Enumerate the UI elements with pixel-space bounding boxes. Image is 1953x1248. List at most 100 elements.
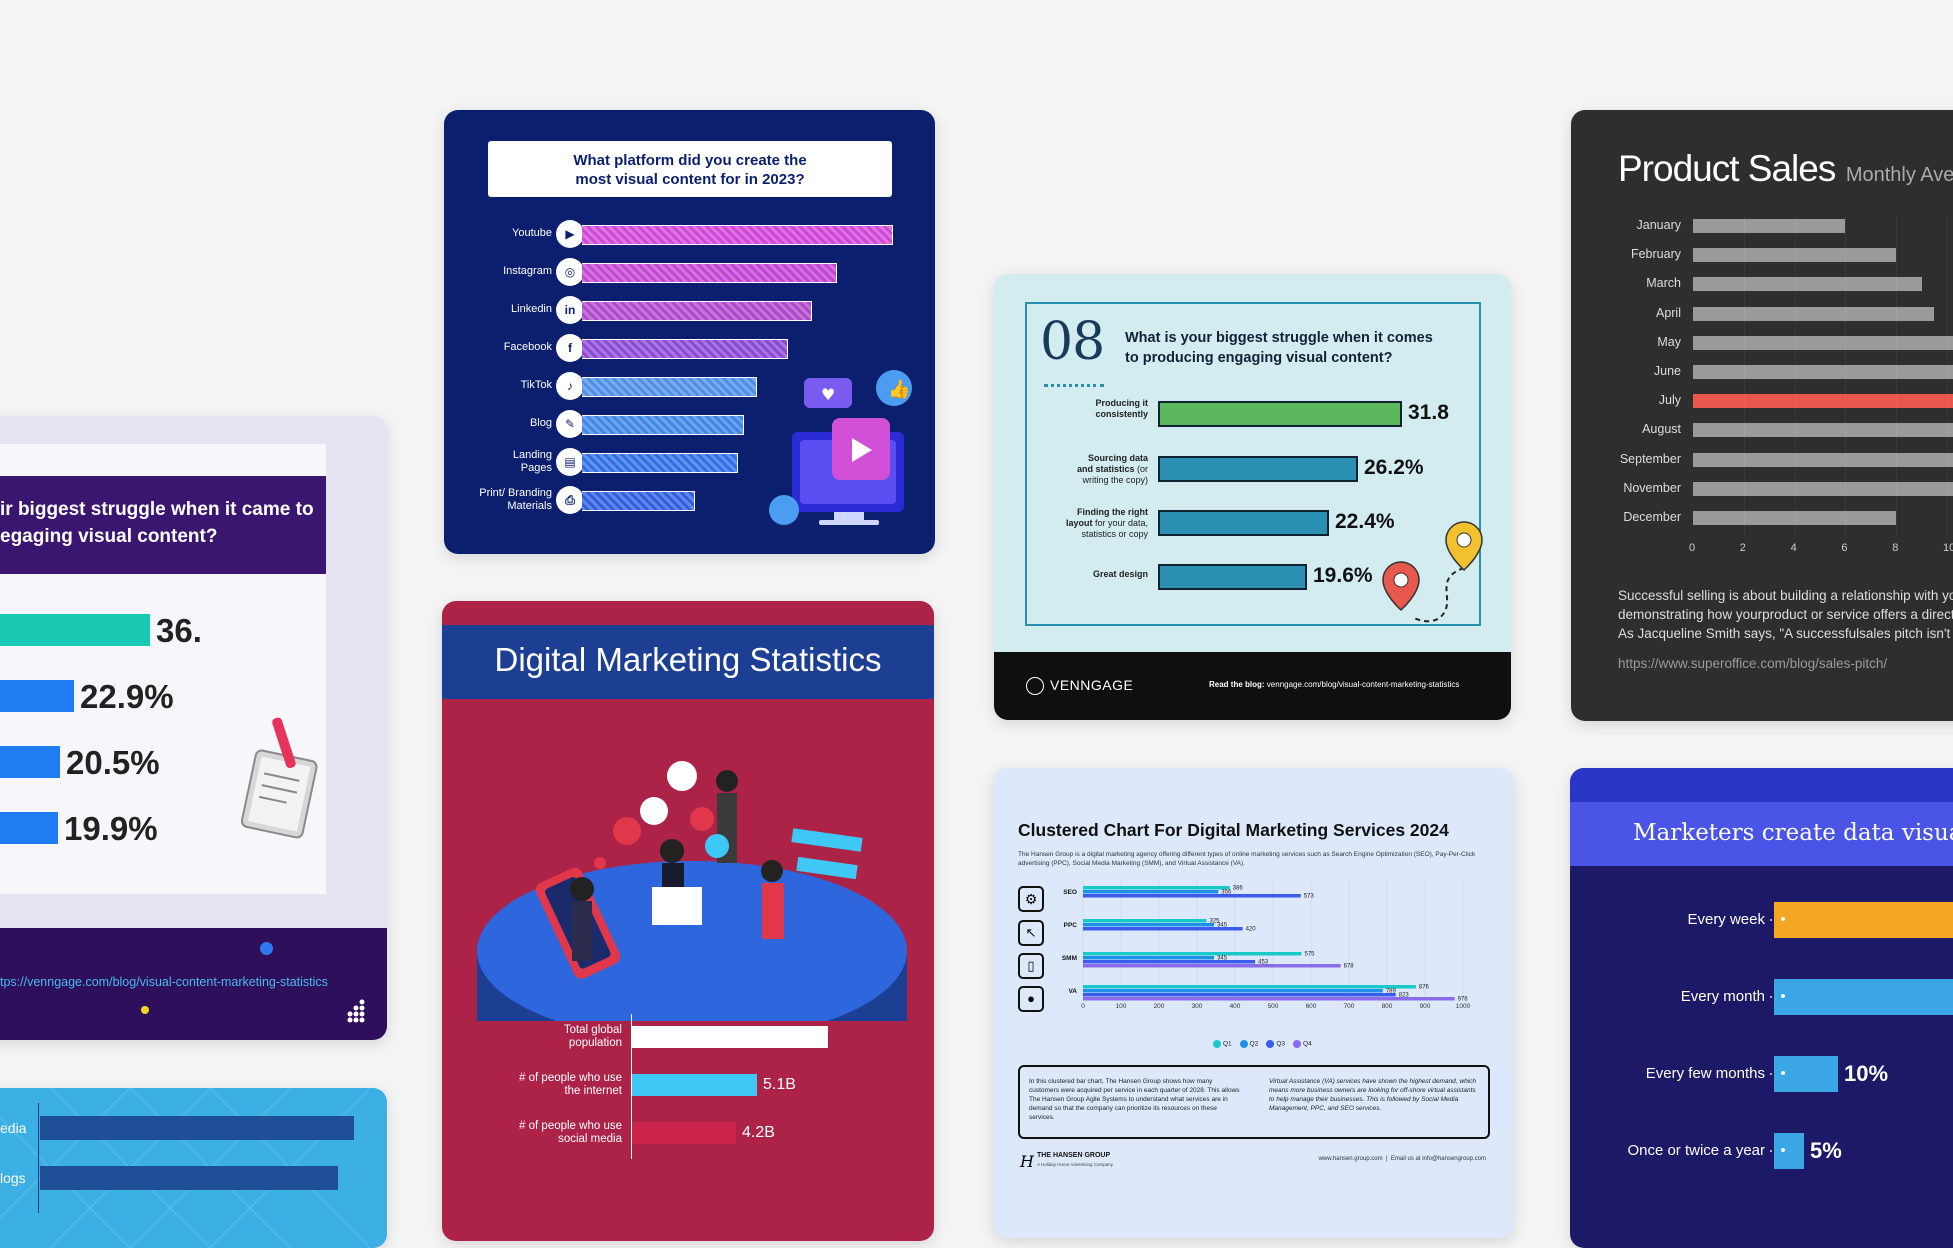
cluster-bar: [1083, 927, 1243, 931]
infographic-card-struggle-08[interactable]: 08 What is your biggest struggle when it…: [994, 274, 1511, 720]
legend-label: Q2: [1249, 1041, 1259, 1048]
digital-value: 4.2B: [742, 1124, 775, 1141]
sales-month-label: February: [1630, 247, 1681, 262]
left-bar: [0, 812, 58, 844]
footer-blog-link[interactable]: venngage.com/blog/visual-content-marketi…: [1266, 680, 1460, 689]
title-band: [442, 625, 934, 699]
cluster-value: 345: [1217, 923, 1228, 929]
infographic-card-clustered-chart[interactable]: Clustered Chart For Digital Marketing Se…: [993, 768, 1514, 1238]
category-label: SMM: [1062, 955, 1077, 962]
platform-label: Blog: [529, 417, 552, 429]
sales-month-label: July: [1658, 393, 1681, 408]
cluster-value: 575: [1305, 952, 1316, 958]
marketers-label: Every few months: [1645, 1065, 1765, 1082]
clustered-note-box: [1018, 1065, 1490, 1139]
notepad-icon: [240, 716, 318, 839]
sales-x-tick: 10: [1943, 542, 1953, 554]
struggle-footer: [994, 652, 1511, 720]
cluster-bar: [1083, 923, 1215, 927]
sales-x-tick: 6: [1841, 542, 1848, 554]
infographic-card-left-bottom[interactable]: edia logs: [0, 1088, 387, 1248]
cluster-value: 345: [1217, 956, 1228, 962]
sales-link[interactable]: https://www.superoffice.com/blog/sales-p…: [1618, 656, 1888, 671]
label-media: edia: [0, 1120, 27, 1136]
hansen-logo-icon: H: [1020, 1152, 1034, 1171]
struggle-bar: [1158, 510, 1329, 536]
digital-label: # of people who use the internet: [519, 1072, 622, 1097]
x-tick-label: 200: [1154, 1003, 1165, 1010]
legend-dot: [1239, 1040, 1248, 1049]
struggle-label-bold: Sourcing data and statistics: [1076, 453, 1148, 474]
category-label: PPC: [1064, 922, 1078, 929]
sales-month-label: May: [1657, 334, 1681, 349]
cluster-bar: [1083, 919, 1207, 923]
left-bar: [0, 746, 60, 778]
marketers-bar-dot: [1781, 917, 1785, 921]
infographic-card-digital-marketing[interactable]: Digital Marketing Statistics: [442, 601, 934, 1241]
hansen-contact: www.hansen.group.com | Email us at info@…: [1318, 1156, 1486, 1162]
cluster-value: 356: [1221, 890, 1232, 896]
marketers-bar: [1774, 1133, 1804, 1169]
infographic-card-struggle-left[interactable]: ir biggest struggle when it came to egag…: [0, 416, 387, 1040]
struggle-value: 31.8: [1408, 401, 1449, 424]
struggle-title: What is your biggest struggle when it co…: [1125, 330, 1433, 366]
marketers-bar-dot: [1781, 1148, 1785, 1152]
cluster-bar: [1083, 964, 1341, 968]
infographic-card-marketers[interactable]: Marketers create data visualiz Every wee…: [1570, 768, 1953, 1248]
facebook-icon: f: [556, 334, 584, 362]
digital-title: Digital Marketing Statistics: [494, 641, 882, 678]
marketers-value: 5%: [1810, 1138, 1842, 1163]
cluster-value: 789: [1386, 989, 1397, 995]
legend-item: Q1: [1213, 1040, 1232, 1049]
bar-media: [40, 1116, 354, 1140]
cluster-bar: [1083, 985, 1416, 989]
legend-dot: [1213, 1040, 1221, 1049]
sales-month-label: June: [1653, 364, 1681, 378]
left-bar-value: 22.9%: [80, 678, 174, 715]
clustered-legend: Q1 Q2 Q3 Q4: [1213, 1033, 1320, 1051]
sales-month-label: August: [1642, 422, 1681, 437]
cluster-bar: [1083, 952, 1302, 956]
cluster-bar: [1083, 890, 1219, 894]
sales-bar: [1693, 511, 1896, 525]
sales-x-tick: 0: [1689, 542, 1696, 554]
sales-x-tick: 8: [1892, 542, 1899, 554]
clustered-title: Clustered Chart For Digital Marketing Se…: [1018, 820, 1449, 840]
sales-grid-line: [1947, 216, 1948, 536]
infographic-card-platform[interactable]: What platform did you create the most vi…: [444, 110, 935, 554]
marketers-bar: [1774, 902, 1953, 938]
legend-item: Q4: [1293, 1040, 1312, 1049]
sales-x-tick: 4: [1790, 542, 1797, 554]
struggle-number: 08: [1040, 312, 1105, 372]
struggle-bar: [1158, 564, 1307, 590]
cluster-bar: [1083, 886, 1230, 890]
cluster-value: 386: [1233, 886, 1244, 892]
location-pin-icon: [1374, 518, 1494, 633]
left-bar: [0, 680, 74, 712]
marketers-label: Once or twice a year: [1627, 1142, 1765, 1159]
sales-title: Product Sales Monthly Averag: [1618, 148, 1953, 190]
sales-bar: [1693, 219, 1845, 233]
legend-label: Q1: [1223, 1041, 1232, 1048]
sales-bar: [1693, 423, 1953, 438]
x-tick-label: 800: [1382, 1003, 1393, 1010]
struggle-frame: [1025, 302, 1481, 626]
left-bar: [0, 614, 150, 646]
left-bar-value: 36.: [156, 612, 202, 649]
footer-blog-label: Read the blog:: [1209, 680, 1265, 689]
legend-item: Q3: [1266, 1040, 1285, 1049]
platform-bar: [582, 225, 893, 245]
digital-bar: [632, 1026, 828, 1048]
card-link[interactable]: tps://venngage.com/blog/visual-content-m…: [0, 975, 328, 989]
infographic-card-product-sales[interactable]: Product Sales Monthly Averag Successful …: [1571, 110, 1953, 721]
marketers-header: [1570, 802, 1953, 866]
cluster-value: 876: [1419, 985, 1430, 991]
axis-line: [631, 1014, 632, 1159]
dots-grid-icon: [342, 998, 368, 1029]
platform-title-box: [488, 141, 892, 197]
people-illustration-icon: [472, 721, 912, 1041]
note-right: Virtual Assistance (VA) services have sh…: [1269, 1078, 1477, 1112]
marketers-bar: [1774, 979, 1953, 1015]
cluster-value: 325: [1210, 919, 1221, 925]
legend-label: Q4: [1303, 1041, 1312, 1048]
